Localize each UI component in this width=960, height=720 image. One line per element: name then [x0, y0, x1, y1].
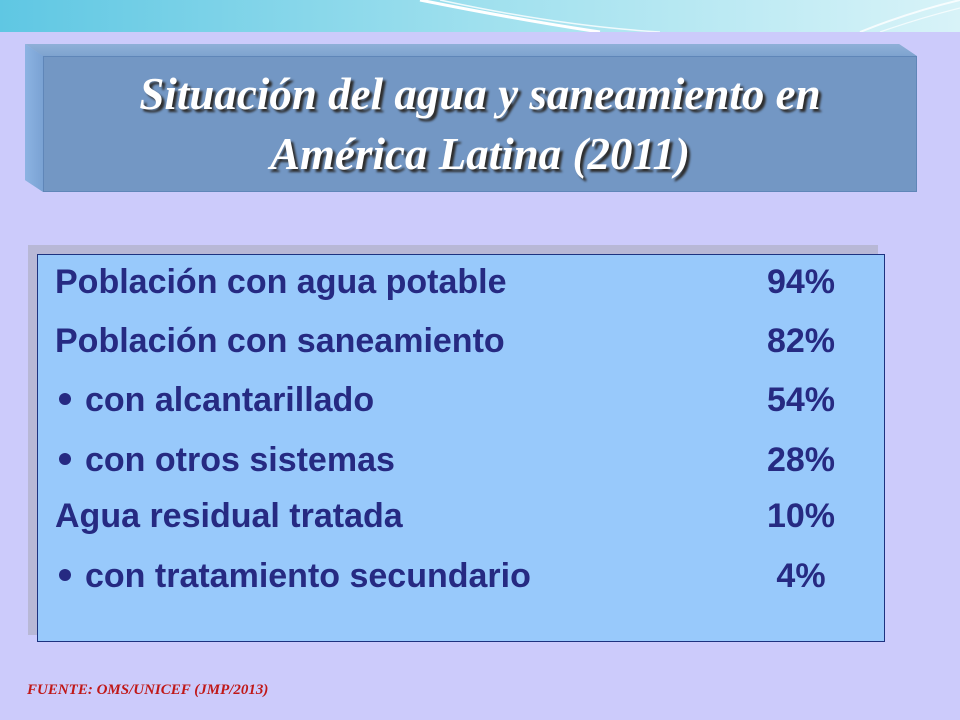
row-label-wrap: con tratamiento secundario [55, 557, 531, 596]
row-value: 54% [766, 381, 836, 419]
title-box-top-bevel [25, 44, 917, 56]
row-label: Población con agua potable [55, 263, 507, 301]
row-value: 94% [766, 263, 836, 301]
data-row: con tratamiento secundario 4% [38, 557, 884, 597]
title-box-face [43, 56, 917, 192]
wave-decoration [419, 0, 960, 32]
data-row: con otros sistemas 28% [38, 441, 884, 481]
row-value: 28% [766, 441, 836, 479]
bullet-icon [59, 453, 71, 466]
row-label-wrap: con alcantarillado [55, 381, 374, 420]
data-row: Agua residual tratada 10% [38, 497, 884, 537]
row-label: con otros sistemas [85, 441, 395, 479]
title-box-left-bevel [25, 44, 43, 192]
bullet-icon [59, 569, 71, 582]
data-row: con alcantarillado 54% [38, 381, 884, 421]
row-label: con alcantarillado [85, 381, 375, 419]
row-value: 82% [766, 322, 836, 360]
row-label-wrap: con otros sistemas [55, 441, 395, 480]
bullet-icon [59, 393, 71, 406]
title-line-2: América Latina (2011) [270, 129, 690, 179]
source-citation: FUENTE: OMS/UNICEF (JMP/2013) [27, 682, 269, 698]
title-box: Situación del agua y saneamiento en Amér… [25, 44, 917, 192]
row-value: 10% [766, 497, 836, 535]
row-label: con tratamiento secundario [85, 557, 531, 595]
slide-title: Situación del agua y saneamiento en Amér… [43, 56, 917, 192]
data-row: Población con agua potable 94% [38, 263, 884, 303]
row-label: Agua residual tratada [55, 497, 403, 535]
title-line-1: Situación del agua y saneamiento en [139, 69, 821, 119]
data-box: Población con agua potable 94% Población… [37, 254, 885, 642]
data-row: Población con saneamiento 82% [38, 322, 884, 362]
top-decorative-band [0, 0, 960, 32]
row-label: Población con saneamiento [55, 322, 505, 360]
row-value: 4% [776, 557, 826, 595]
